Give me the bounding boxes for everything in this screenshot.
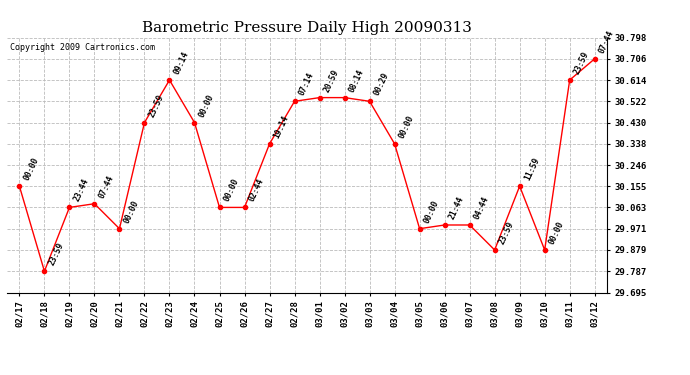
Text: 23:59: 23:59 [47, 241, 66, 267]
Text: 09:14: 09:14 [172, 50, 190, 76]
Text: 19:14: 19:14 [273, 114, 290, 140]
Text: 07:14: 07:14 [297, 71, 316, 97]
Text: 23:59: 23:59 [497, 220, 516, 246]
Text: 00:00: 00:00 [422, 199, 441, 225]
Text: 04:44: 04:44 [473, 195, 491, 221]
Text: 23:59: 23:59 [573, 50, 591, 76]
Title: Barometric Pressure Daily High 20090313: Barometric Pressure Daily High 20090313 [142, 21, 472, 35]
Text: Copyright 2009 Cartronics.com: Copyright 2009 Cartronics.com [10, 43, 155, 52]
Text: 20:59: 20:59 [322, 68, 341, 93]
Text: 00:00: 00:00 [197, 93, 216, 118]
Text: 23:59: 23:59 [147, 93, 166, 118]
Text: 08:14: 08:14 [347, 68, 366, 93]
Text: 02:44: 02:44 [247, 177, 266, 203]
Text: 11:59: 11:59 [522, 156, 541, 182]
Text: 00:00: 00:00 [397, 114, 416, 140]
Text: 07:44: 07:44 [598, 29, 616, 55]
Text: 07:44: 07:44 [97, 174, 116, 200]
Text: 00:29: 00:29 [373, 71, 391, 97]
Text: 00:00: 00:00 [122, 199, 141, 225]
Text: 00:00: 00:00 [222, 177, 241, 203]
Text: 00:00: 00:00 [22, 156, 41, 182]
Text: 00:00: 00:00 [547, 220, 566, 246]
Text: 21:44: 21:44 [447, 195, 466, 221]
Text: 23:44: 23:44 [72, 177, 90, 203]
